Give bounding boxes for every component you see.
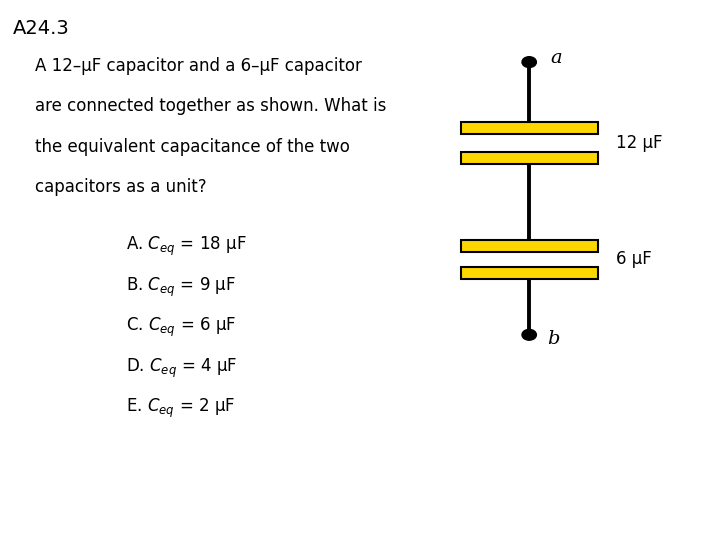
Text: 6 μF: 6 μF	[616, 250, 652, 268]
Text: B. $C_{eq}$ = 9 μF: B. $C_{eq}$ = 9 μF	[126, 275, 236, 299]
Text: b: b	[547, 330, 559, 348]
Circle shape	[522, 57, 536, 68]
Text: E. $C_{eq}$ = 2 μF: E. $C_{eq}$ = 2 μF	[126, 397, 235, 420]
Bar	[461, 240, 598, 252]
Bar	[461, 267, 598, 279]
Text: D. $C_{eq}$ = 4 μF: D. $C_{eq}$ = 4 μF	[126, 356, 238, 380]
Text: A24.3: A24.3	[13, 19, 70, 38]
Text: A. $C_{eq}$ = 18 μF: A. $C_{eq}$ = 18 μF	[126, 235, 247, 258]
Text: A 12–μF capacitor and a 6–μF capacitor: A 12–μF capacitor and a 6–μF capacitor	[35, 57, 361, 75]
Text: are connected together as shown. What is: are connected together as shown. What is	[35, 97, 386, 115]
Text: C. $C_{eq}$ = 6 μF: C. $C_{eq}$ = 6 μF	[126, 316, 236, 339]
Text: a: a	[551, 49, 562, 67]
Bar	[461, 122, 598, 134]
Text: capacitors as a unit?: capacitors as a unit?	[35, 178, 206, 196]
Text: 12 μF: 12 μF	[616, 134, 662, 152]
Bar	[461, 152, 598, 164]
Circle shape	[522, 329, 536, 340]
Text: the equivalent capacitance of the two: the equivalent capacitance of the two	[35, 138, 349, 156]
